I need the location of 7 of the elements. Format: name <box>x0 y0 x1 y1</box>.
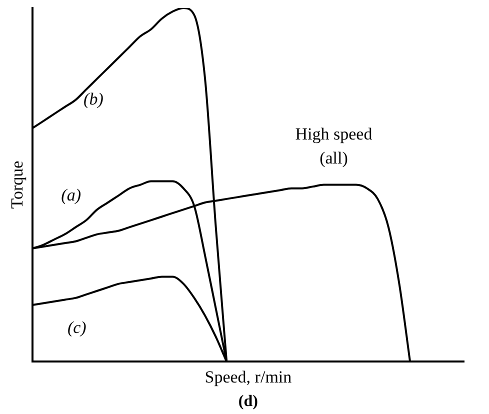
series-label: (b) <box>84 89 104 108</box>
y-axis-title: Torque <box>8 160 27 209</box>
series-label: High speed (all) <box>295 124 373 168</box>
x-axis-title: Speed, r/min <box>204 367 292 386</box>
series-label: (a) <box>61 186 82 205</box>
text: (d) <box>238 393 258 410</box>
series-label: (c) <box>67 318 87 338</box>
